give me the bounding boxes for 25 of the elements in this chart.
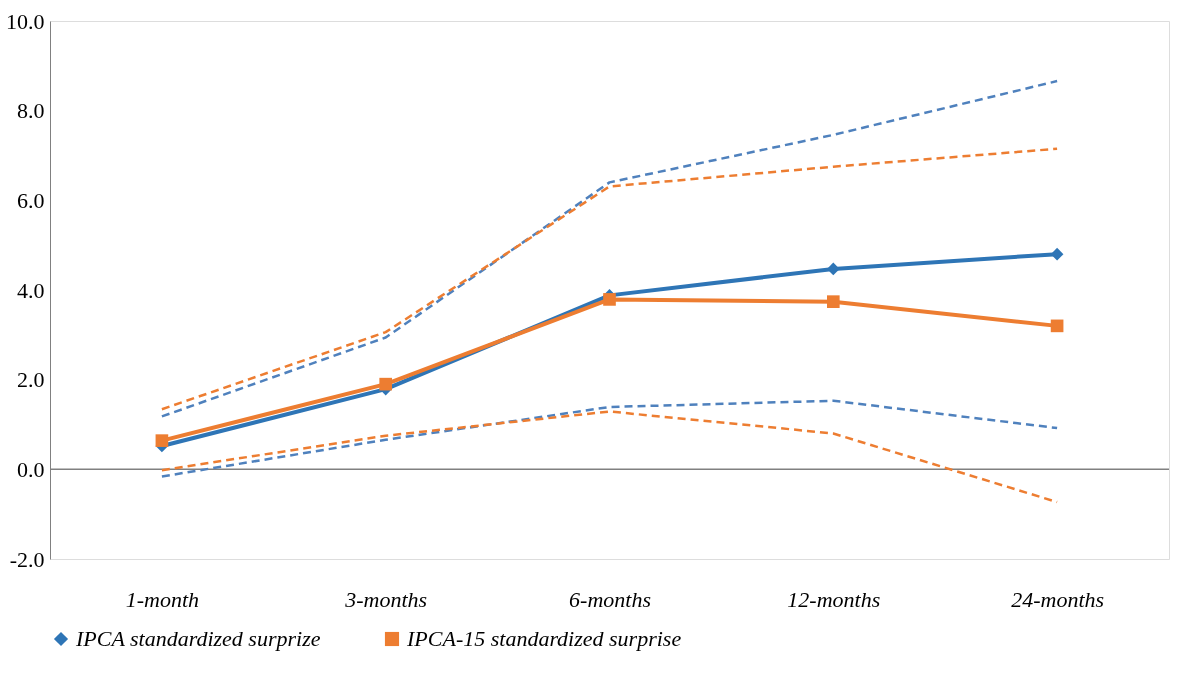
y-tick-label: 0.0 xyxy=(17,456,45,482)
y-tick-label: 6.0 xyxy=(17,187,45,213)
line-series xyxy=(160,147,1059,411)
point xyxy=(379,377,393,391)
y-tick-label: 4.0 xyxy=(17,277,45,303)
point xyxy=(826,295,840,308)
point xyxy=(1050,319,1064,333)
y-tick-label: -2.0 xyxy=(9,546,45,572)
legend-label: IPCA-15 standardized surprise xyxy=(406,626,682,651)
x-tick-label: 1-month xyxy=(125,586,200,612)
point xyxy=(603,293,616,306)
y-tick-label: 2.0 xyxy=(17,367,45,393)
x-tick-label: 3-months xyxy=(344,586,428,612)
line-series xyxy=(160,399,1059,478)
legend-label: IPCA standardized surprize xyxy=(75,626,321,651)
point xyxy=(155,434,169,447)
x-tick-label: 6-months xyxy=(569,586,651,612)
line-series xyxy=(160,79,1059,418)
x-tick-label: 24-months xyxy=(1011,586,1105,612)
point xyxy=(1050,247,1064,261)
y-tick-label: 8.0 xyxy=(17,98,45,124)
y-tick-label: 10.0 xyxy=(6,8,45,34)
line-series xyxy=(160,410,1059,504)
point xyxy=(826,262,840,276)
x-tick-label: 12-months xyxy=(787,586,881,612)
